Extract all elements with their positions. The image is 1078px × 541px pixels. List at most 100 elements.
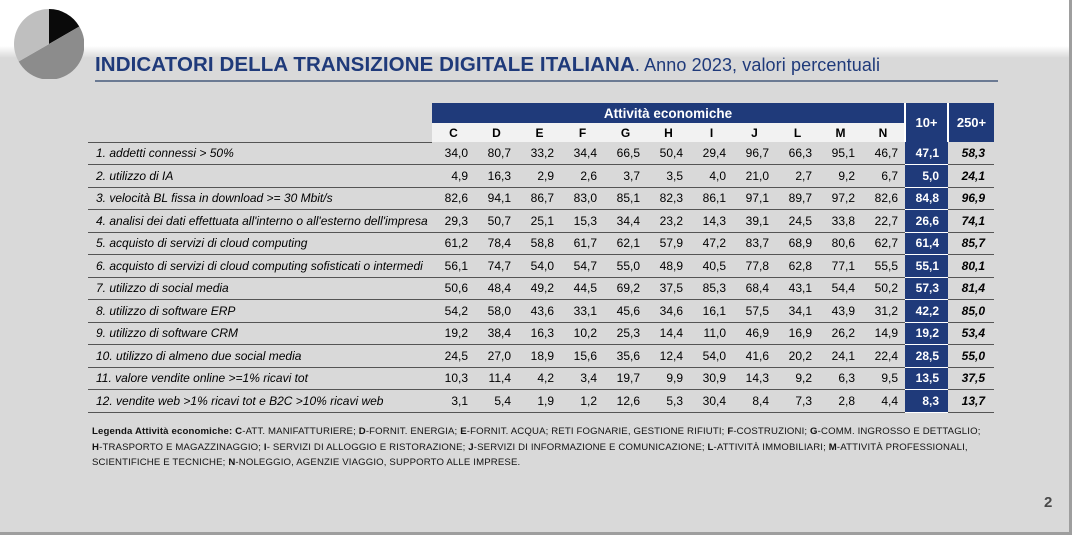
column-header-n: N bbox=[862, 123, 905, 142]
legend-heading: Legenda Attività economiche: bbox=[92, 426, 233, 437]
legend-text: -FORNIT. ENERGIA; bbox=[365, 426, 461, 437]
table-cell: 24,1 bbox=[819, 344, 862, 368]
legend-code: J bbox=[468, 441, 474, 453]
table-cell: 5,4 bbox=[475, 389, 518, 413]
table-cell: 24,5 bbox=[776, 209, 819, 233]
table-cell: 14,4 bbox=[647, 322, 690, 345]
legend-text: -ATTIVITÀ IMMOBILIARI; bbox=[713, 441, 829, 453]
table-cell: 41,6 bbox=[733, 344, 776, 368]
legend-text: -COSTRUZIONI; bbox=[733, 426, 811, 437]
legend-text: -SERVIZI DI INFORMAZIONE E COMUNICAZIONE… bbox=[473, 441, 708, 453]
table-cell: 33,1 bbox=[561, 299, 604, 323]
table-cell: 29,3 bbox=[432, 209, 475, 233]
table-cell: 46,9 bbox=[733, 322, 776, 345]
table-cell: 11,4 bbox=[475, 367, 518, 390]
table-row: 7. utilizzo di social media 50,6 48,4 49,2 4… bbox=[88, 277, 994, 300]
table-cell: 34,6 bbox=[647, 299, 690, 323]
table-cell: 82,6 bbox=[862, 187, 905, 210]
column-header-g: G bbox=[604, 123, 647, 142]
title-subtitle: . Anno 2023, valori percentuali bbox=[634, 55, 881, 75]
table-row: 12. vendite web >1% ricavi tot e B2C >10… bbox=[88, 389, 994, 413]
pie-chart-icon bbox=[14, 9, 84, 79]
header-blank bbox=[88, 103, 432, 123]
header-blank-2 bbox=[88, 123, 432, 143]
table-cell: 43,9 bbox=[819, 299, 862, 323]
table-cell: 54,0 bbox=[690, 344, 733, 368]
table-cell: 74,7 bbox=[475, 254, 518, 278]
table-cell: 33,2 bbox=[518, 142, 561, 165]
row-label: 9. utilizzo di software CRM bbox=[88, 322, 432, 345]
table-cell: 14,3 bbox=[690, 209, 733, 233]
table-cell: 25,1 bbox=[518, 209, 561, 233]
table-cell: 16,3 bbox=[518, 322, 561, 345]
total-250-cell: 85,0 bbox=[948, 299, 994, 323]
column-header-i: I bbox=[690, 123, 733, 142]
table-cell: 82,3 bbox=[647, 187, 690, 210]
table-cell: 2,6 bbox=[561, 164, 604, 188]
table-cell: 21,0 bbox=[733, 164, 776, 188]
table-cell: 50,2 bbox=[862, 277, 905, 300]
legend-code: E bbox=[460, 426, 467, 437]
legend-text: -ATTIVITÀ PROFESSIONALI, SCIENTIFICHE E … bbox=[92, 441, 968, 469]
total-250-cell: 53,4 bbox=[948, 322, 994, 345]
total-10-cell: 28,5 bbox=[905, 344, 948, 368]
legend-text: -COMM. INGROSSO E DETTAGLIO; bbox=[817, 426, 981, 437]
table-cell: 50,6 bbox=[432, 277, 475, 300]
table-row: 2. utilizzo di IA 4,9 16,3 2,9 2,6 3,7 3,5 4,0 2… bbox=[88, 164, 994, 188]
total-10-cell: 8,3 bbox=[905, 389, 948, 413]
table-cell: 19,7 bbox=[604, 367, 647, 390]
table-cell: 25,3 bbox=[604, 322, 647, 345]
table-cell: 96,7 bbox=[733, 142, 776, 165]
table-cell: 61,7 bbox=[561, 232, 604, 255]
table-cell: 61,2 bbox=[432, 232, 475, 255]
table-cell: 10,2 bbox=[561, 322, 604, 345]
total-250-cell: 96,9 bbox=[948, 187, 994, 210]
row-label: 3. velocità BL fissa in download >= 30 M… bbox=[88, 187, 432, 210]
legend-code: G bbox=[810, 426, 818, 437]
table-cell: 35,6 bbox=[604, 344, 647, 368]
table-cell: 30,4 bbox=[690, 389, 733, 413]
table-cell: 24,5 bbox=[432, 344, 475, 368]
column-header-e: E bbox=[518, 123, 561, 142]
table-cell: 5,3 bbox=[647, 389, 690, 413]
table-cell: 11,0 bbox=[690, 322, 733, 345]
table-cell: 77,8 bbox=[733, 254, 776, 278]
table-cell: 46,7 bbox=[862, 142, 905, 165]
row-label: 8. utilizzo di software ERP bbox=[88, 299, 432, 323]
table-row: 10. utilizzo di almeno due social media 2… bbox=[88, 344, 994, 368]
total-250-cell: 80,1 bbox=[948, 254, 994, 278]
total-250-cell: 85,7 bbox=[948, 232, 994, 255]
table-cell: 1,2 bbox=[561, 389, 604, 413]
table-cell: 34,0 bbox=[432, 142, 475, 165]
table-cell: 2,8 bbox=[819, 389, 862, 413]
table-cell: 54,0 bbox=[518, 254, 561, 278]
table-cell: 15,3 bbox=[561, 209, 604, 233]
table-cell: 4,4 bbox=[862, 389, 905, 413]
table-cell: 58,8 bbox=[518, 232, 561, 255]
total-250-cell: 13,7 bbox=[948, 389, 994, 413]
legend-text: -FORNIT. ACQUA; RETI FOGNARIE, GESTIONE … bbox=[466, 426, 728, 437]
legend: Legenda Attività economiche: C-ATT. MANI… bbox=[92, 424, 992, 471]
table-cell: 12,4 bbox=[647, 344, 690, 368]
table-cell: 54,4 bbox=[819, 277, 862, 300]
table-cell: 66,3 bbox=[776, 142, 819, 165]
total-250-cell: 74,1 bbox=[948, 209, 994, 233]
table-cell: 37,5 bbox=[647, 277, 690, 300]
table-cell: 12,6 bbox=[604, 389, 647, 413]
table-cell: 3,7 bbox=[604, 164, 647, 188]
total-10-cell: 13,5 bbox=[905, 367, 948, 390]
table-cell: 95,1 bbox=[819, 142, 862, 165]
table-cell: 34,4 bbox=[561, 142, 604, 165]
table-cell: 86,1 bbox=[690, 187, 733, 210]
table-cell: 7,3 bbox=[776, 389, 819, 413]
table-row: 8. utilizzo di software ERP 54,2 58,0 43,6 3… bbox=[88, 299, 994, 323]
table-cell: 9,2 bbox=[819, 164, 862, 188]
table-cell: 97,1 bbox=[733, 187, 776, 210]
table-cell: 34,4 bbox=[604, 209, 647, 233]
total-250-cell: 24,1 bbox=[948, 164, 994, 188]
table-cell: 38,4 bbox=[475, 322, 518, 345]
table-cell: 62,8 bbox=[776, 254, 819, 278]
total-10-cell: 5,0 bbox=[905, 164, 948, 188]
table-cell: 85,3 bbox=[690, 277, 733, 300]
